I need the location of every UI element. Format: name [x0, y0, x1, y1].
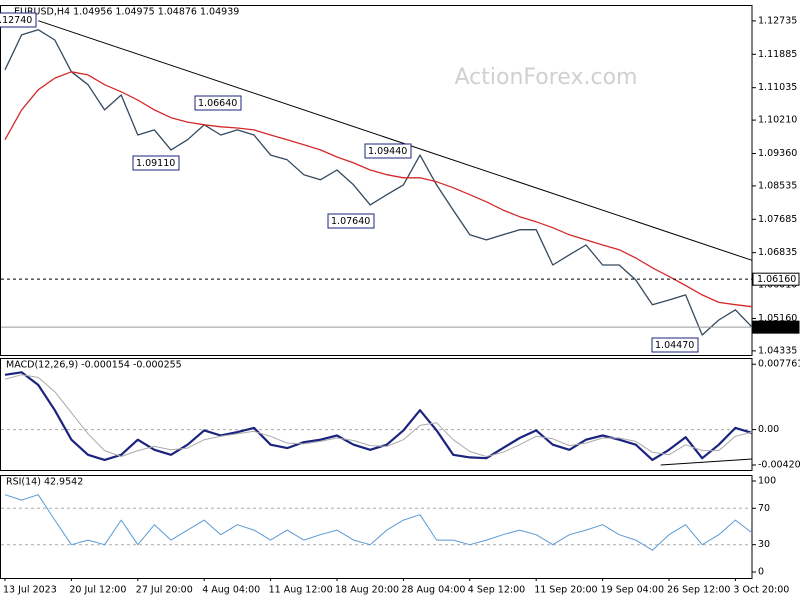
- series-line: [4, 71, 753, 308]
- series-line: [4, 29, 753, 336]
- series-line: [4, 374, 753, 457]
- y-tick-label: 1.10210: [758, 115, 797, 126]
- y-tick-label: 0.00: [758, 424, 779, 435]
- annotation-box: [364, 143, 412, 159]
- y-tick-label: 70: [758, 503, 770, 514]
- x-tick-label: 26 Sep 12:00: [667, 585, 730, 596]
- x-tick-label: 13 Jul 2023: [3, 585, 57, 596]
- y-tick-label: 30: [758, 539, 770, 550]
- trendline: [38, 20, 753, 261]
- y-tick-label: 100: [758, 476, 776, 487]
- annotation: 1.06640: [198, 98, 237, 109]
- annotation-box: [651, 337, 699, 353]
- x-tick-label: 19 Sep 04:00: [601, 585, 664, 596]
- x-tick-label: 28 Aug 04:00: [401, 585, 465, 596]
- annotation: 1.09440: [368, 146, 407, 157]
- x-tick-label: 4 Aug 04:00: [202, 585, 260, 596]
- y-tick-label: 0: [758, 566, 764, 577]
- annotation: 1.07640: [331, 216, 370, 227]
- pane-border: [0, 475, 753, 579]
- x-tick-label: 27 Jul 20:00: [136, 585, 193, 596]
- annotation: 1.12740: [0, 15, 32, 26]
- y-tick-label: -0.004205: [758, 459, 800, 470]
- trendline: [660, 458, 753, 466]
- price-label-box: [752, 320, 800, 334]
- annotation: 1.04470: [655, 340, 694, 351]
- pane-title: RSI(14) 42.9542: [6, 477, 83, 488]
- annotation-box: [132, 155, 180, 171]
- x-tick-label: 11 Aug 12:00: [269, 585, 333, 596]
- y-tick-label: 0.007761: [758, 359, 800, 370]
- price-label: 1.06160: [757, 274, 796, 285]
- x-tick-label: 20 Jul 12:00: [69, 585, 126, 596]
- y-tick-label: 1.11885: [758, 49, 797, 60]
- pane-border: [0, 5, 753, 356]
- y-tick-label: 1.12735: [758, 15, 797, 26]
- y-tick-label: 1.09360: [758, 148, 797, 159]
- y-tick-label: 1.06835: [758, 247, 797, 258]
- pane-title: EURUSD,H4 1.04956 1.04975 1.04876 1.0493…: [14, 7, 239, 18]
- pane-title: MACD(12,26,9) -0.000154 -0.000255: [6, 360, 182, 371]
- y-tick-label: 1.07685: [758, 214, 797, 225]
- x-tick-label: 18 Aug 20:00: [335, 585, 399, 596]
- y-tick-label: 1.11035: [758, 82, 797, 93]
- x-tick-label: 11 Sep 20:00: [534, 585, 597, 596]
- annotation-box: [327, 213, 375, 229]
- watermark: ActionForex.com: [455, 65, 638, 90]
- annotation-box: [0, 12, 37, 28]
- price-label: 1.04939: [757, 322, 796, 333]
- y-tick-label: 1.04335: [758, 345, 797, 356]
- x-tick-label: 3 Oct 20:00: [733, 585, 789, 596]
- pane-border: [0, 358, 753, 471]
- price-label-box: [752, 272, 800, 286]
- annotation: 1.09110: [136, 158, 175, 169]
- y-tick-label: 1.05160: [758, 313, 797, 324]
- y-tick-label: 1.08535: [758, 180, 797, 191]
- x-tick-label: 4 Sep 12:00: [468, 585, 525, 596]
- series-line: [4, 494, 753, 551]
- annotation-box: [194, 95, 242, 111]
- series-line: [4, 371, 753, 461]
